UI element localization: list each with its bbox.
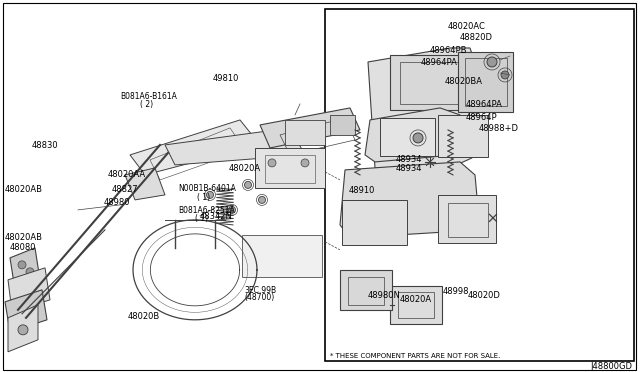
Bar [438,115,488,157]
Bar [265,155,315,183]
Bar [390,286,442,324]
Polygon shape [5,290,47,332]
Bar [340,270,392,310]
Polygon shape [260,108,360,148]
Bar [325,9,634,360]
Text: 3EC.99B: 3EC.99B [244,285,276,295]
Bar [398,292,434,318]
Text: 48020BA: 48020BA [445,77,483,86]
Text: 48020B: 48020B [128,311,160,321]
Circle shape [487,57,497,67]
Text: 48980: 48980 [104,198,130,207]
Text: 48020D: 48020D [467,291,500,300]
Polygon shape [365,108,460,162]
Bar [438,195,496,243]
Bar [448,203,488,237]
Circle shape [268,159,276,167]
Circle shape [259,196,266,203]
Polygon shape [125,168,165,200]
Text: 48998: 48998 [443,287,469,296]
Circle shape [382,301,390,309]
Polygon shape [130,120,260,175]
Text: 48964PB: 48964PB [430,46,468,55]
Text: J48800GD: J48800GD [590,362,632,371]
Circle shape [228,206,236,214]
Text: 48080: 48080 [10,243,36,252]
Bar [400,62,460,104]
Text: 48964PA: 48964PA [421,58,458,67]
Text: ( 1): ( 1) [197,193,211,202]
Text: ( 1): ( 1) [195,214,209,223]
Text: 48020A: 48020A [400,295,432,304]
Bar [458,52,513,112]
Bar [285,120,325,145]
Polygon shape [8,305,38,352]
Text: 48910: 48910 [349,186,375,195]
Bar [255,148,325,188]
Text: 48020AC: 48020AC [448,22,486,31]
Text: 48988+D: 48988+D [479,124,519,133]
Text: * THESE COMPONENT PARTS ARE NOT FOR SALE.: * THESE COMPONENT PARTS ARE NOT FOR SALE… [330,353,500,359]
Text: 48820D: 48820D [460,33,493,42]
Bar [348,277,384,305]
Bar [342,200,407,245]
Polygon shape [8,268,50,312]
Text: 49810: 49810 [212,74,239,83]
Circle shape [244,182,252,188]
Text: 48964PA: 48964PA [466,100,503,109]
Circle shape [26,268,34,276]
Circle shape [301,159,309,167]
Bar [242,235,322,277]
Polygon shape [340,162,480,238]
Bar [330,115,355,135]
Text: 48964P: 48964P [466,113,497,122]
Text: 48020A: 48020A [229,164,261,173]
Circle shape [207,192,214,198]
Polygon shape [165,128,305,165]
Text: 48934: 48934 [396,164,422,173]
Polygon shape [368,48,480,168]
Bar [465,58,507,106]
Circle shape [501,71,509,79]
Text: 48020AB: 48020AB [5,185,43,194]
Text: 48934: 48934 [396,155,422,164]
Circle shape [18,325,28,335]
Circle shape [18,261,26,269]
Text: 48020AB: 48020AB [5,234,43,243]
Text: 48830: 48830 [32,141,59,150]
Polygon shape [10,248,40,290]
Text: 48020AA: 48020AA [108,170,146,179]
Text: 48342N: 48342N [200,212,232,221]
Bar [390,55,470,110]
Text: B081A6-8251A: B081A6-8251A [178,206,235,215]
Text: (48700): (48700) [244,293,275,302]
Bar [380,118,435,156]
Text: B081A6-B161A: B081A6-B161A [120,92,177,101]
Text: 48827: 48827 [112,185,139,194]
Text: ( 2): ( 2) [140,100,153,109]
Text: N00B1B-6401A: N00B1B-6401A [178,185,236,193]
Text: 48980N: 48980N [368,291,401,300]
Circle shape [413,133,423,143]
